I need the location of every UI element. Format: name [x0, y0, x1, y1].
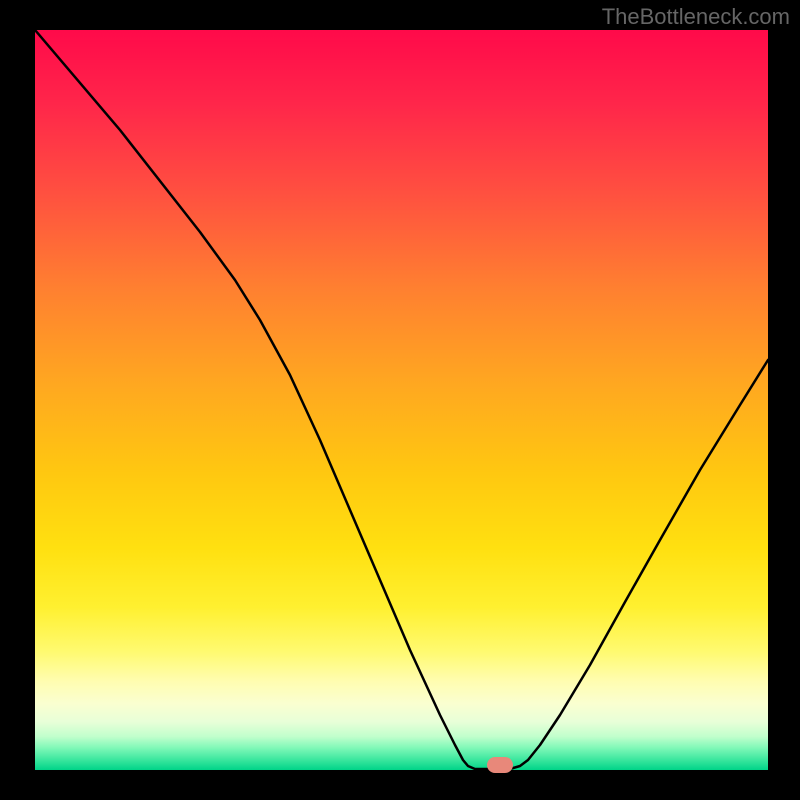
chart-plot-area: [35, 30, 768, 770]
watermark-text: TheBottleneck.com: [602, 4, 790, 30]
optimal-point-marker: [487, 757, 513, 773]
bottleneck-curve: [35, 30, 768, 770]
